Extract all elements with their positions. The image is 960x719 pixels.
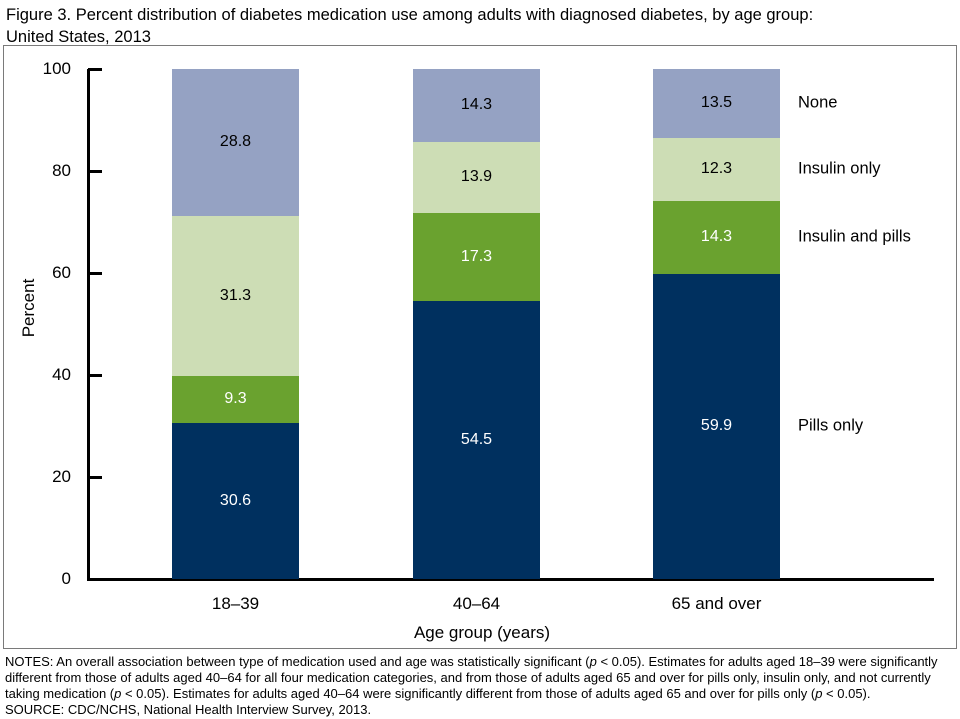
y-tick-mark [88, 373, 102, 377]
bar-segment-pills-only: 30.6 [172, 422, 299, 579]
legend-label-insulin-and-pills: Insulin and pills [798, 227, 911, 246]
y-tick-label: 40 [52, 365, 71, 384]
notes-text: < 0.05). Estimates for adults aged 18–39… [5, 654, 938, 701]
x-axis-title: Age group (years) [413, 623, 551, 642]
figure-notes: NOTES: An overall association between ty… [5, 654, 956, 718]
bar-segment-insulin-only: 13.9 [413, 141, 540, 213]
legend-label-insulin-only: Insulin only [798, 159, 881, 178]
bar-value-label: 14.3 [460, 96, 493, 114]
bar-value-label: 12.3 [700, 160, 733, 178]
bar-value-label: 17.3 [460, 247, 493, 265]
y-tick-label: 20 [52, 467, 71, 486]
bar-value-label: 14.3 [700, 228, 733, 246]
bar-value-label: 13.9 [460, 168, 493, 186]
notes-paragraph: NOTES: An overall association between ty… [5, 654, 938, 701]
source-line: SOURCE: CDC/NCHS, National Health Interv… [5, 702, 372, 717]
bar-segment-insulin-and-pills: 9.3 [172, 375, 299, 423]
notes-italic-p: p [815, 686, 823, 701]
bar-segment-none: 14.3 [413, 69, 540, 142]
bar-value-label: 13.5 [700, 94, 733, 112]
bar-segment-pills-only: 54.5 [413, 301, 540, 579]
bar-segment-insulin-only: 31.3 [172, 215, 299, 376]
figure-title: Figure 3. Percent distribution of diabet… [6, 4, 954, 48]
notes-text: < 0.05). [822, 686, 871, 701]
y-tick-mark [88, 67, 102, 71]
x-category-label: 65 and over [671, 594, 762, 613]
y-tick-mark [88, 475, 102, 479]
x-category-label: 18–39 [211, 594, 260, 613]
y-tick-label: 100 [42, 59, 71, 78]
legend-label-none: None [798, 93, 838, 112]
figure-title-line-2: United States, 2013 [6, 28, 151, 46]
bar-segment-insulin-and-pills: 14.3 [653, 200, 780, 274]
bar-segment-pills-only: 59.9 [653, 273, 780, 579]
x-axis-line [86, 577, 934, 581]
bar-segment-insulin-only: 12.3 [653, 137, 780, 201]
bar-value-label: 30.6 [219, 491, 252, 509]
y-tick-label: 60 [52, 263, 71, 282]
bar-segment-none: 13.5 [653, 69, 780, 138]
bar-value-label: 59.9 [700, 417, 733, 435]
notes-italic-p: p [589, 654, 597, 669]
y-axis-line [86, 69, 90, 579]
y-tick-mark [88, 169, 102, 173]
figure-title-line-1: Figure 3. Percent distribution of diabet… [6, 6, 814, 24]
bar-value-label: 31.3 [219, 286, 252, 304]
bar-segment-none: 28.8 [172, 69, 299, 216]
notes-text: NOTES: An overall association between ty… [5, 654, 590, 669]
x-category-label: 40–64 [452, 594, 501, 613]
y-axis-title: Percent [19, 278, 38, 338]
chart-box: Percent Age group (years) 0 20 40 60 80 100 30… [3, 45, 957, 649]
notes-text: < 0.05). Estimates for adults aged 40–64… [121, 686, 816, 701]
bar-segment-insulin-and-pills: 17.3 [413, 212, 540, 302]
legend-label-pills-only: Pills only [798, 416, 864, 435]
bar-value-label: 28.8 [219, 133, 252, 151]
y-tick-label: 80 [52, 161, 71, 180]
y-tick-label: 0 [61, 569, 71, 588]
bar-value-label: 9.3 [224, 390, 247, 408]
notes-italic-p: p [114, 686, 122, 701]
bar-value-label: 54.5 [460, 431, 493, 449]
y-tick-mark [88, 271, 102, 275]
